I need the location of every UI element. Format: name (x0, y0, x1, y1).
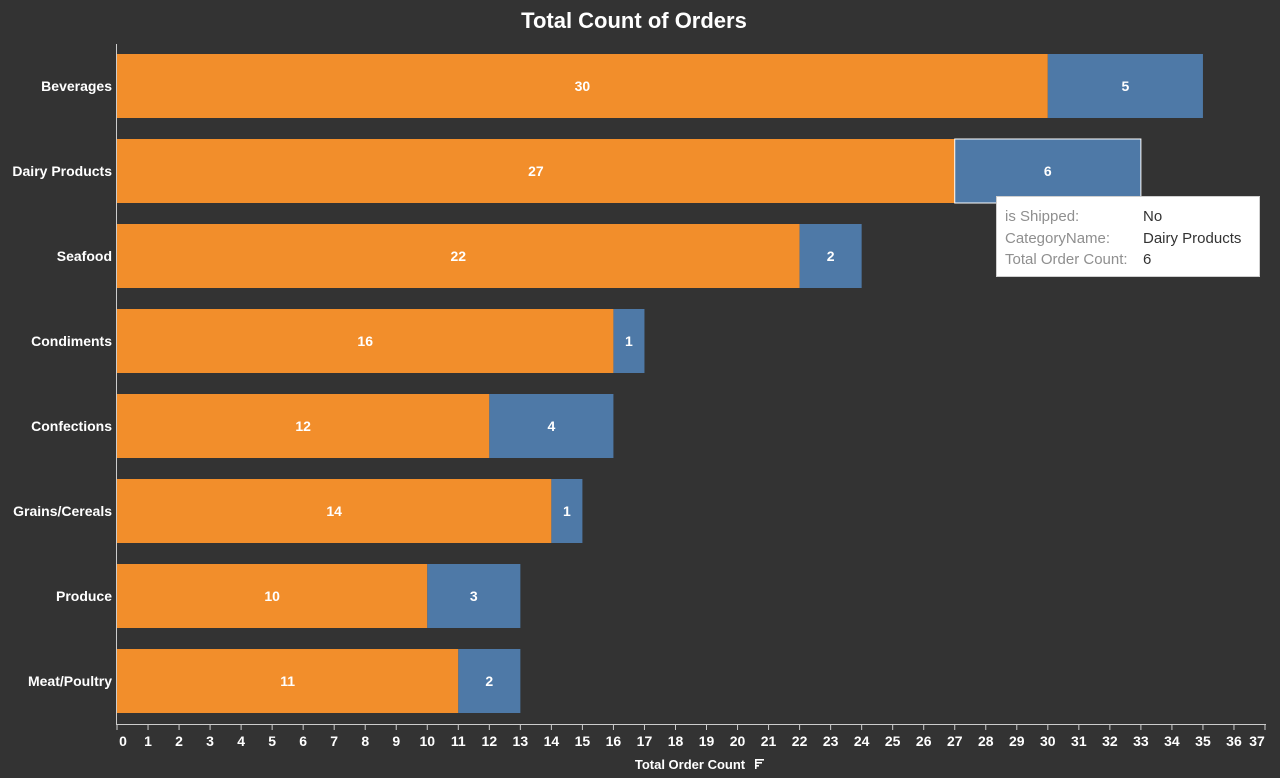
x-tick-label: 16 (606, 733, 622, 749)
bar-value-label: 11 (280, 673, 295, 689)
x-tick-label: 2 (175, 733, 183, 749)
category-label: Beverages (41, 78, 112, 94)
x-tick-label: 35 (1195, 733, 1211, 749)
bar-value-label: 1 (563, 503, 571, 519)
bar-segment[interactable] (117, 224, 800, 288)
bar-value-label: 27 (528, 163, 544, 179)
tooltip-key: is Shipped: (1005, 208, 1080, 225)
x-tick-label: 22 (792, 733, 808, 749)
tooltip-row: is Shipped: No (1005, 206, 1259, 228)
tooltip: is Shipped: No CategoryName: Dairy Produ… (996, 196, 1260, 277)
tooltip-row: Total Order Count: 6 (1005, 249, 1259, 271)
x-tick-label: 24 (854, 733, 870, 749)
tooltip-key: CategoryName: (1005, 229, 1111, 247)
x-tick-label: 23 (823, 733, 839, 749)
x-tick-label: 27 (947, 733, 963, 749)
x-tick-label: 32 (1102, 733, 1118, 749)
x-tick-label: 20 (730, 733, 746, 749)
category-label: Seafood (57, 248, 112, 264)
x-tick-label: 34 (1164, 733, 1180, 749)
axis-lines (116, 44, 1266, 725)
bar-segment[interactable] (1047, 54, 1203, 118)
x-tick-label: 0 (119, 733, 127, 749)
bar-segment[interactable] (117, 649, 459, 713)
bar-value-label: 2 (485, 673, 493, 689)
x-tick-label: 29 (1009, 733, 1025, 749)
bar-value-label: 1 (625, 333, 633, 349)
x-tick-label: 5 (268, 733, 276, 749)
bar-segment[interactable] (117, 479, 552, 543)
x-tick-label: 19 (699, 733, 715, 749)
category-label: Meat/Poultry (28, 673, 112, 689)
x-tick-label: 7 (330, 733, 338, 749)
x-tick-label: 25 (885, 733, 901, 749)
category-label: Grains/Cereals (13, 503, 112, 519)
tooltip-value: No (1143, 208, 1163, 225)
category-label: Dairy Products (12, 163, 112, 179)
x-tick-label: 28 (978, 733, 994, 749)
tooltip-value: Dairy Products (1143, 229, 1242, 247)
x-tick-label: 26 (916, 733, 932, 749)
x-tick-label: 18 (668, 733, 684, 749)
tooltip-row: CategoryName: Dairy Products (1005, 228, 1259, 250)
sort-descending-icon[interactable] (755, 759, 764, 769)
x-axis-title: Total Order Count (635, 757, 746, 772)
x-tick-label: 8 (361, 733, 369, 749)
bar-value-label: 3 (470, 588, 478, 604)
x-tick-label: 37 (1249, 733, 1265, 749)
bar-labels: 30 527 622 216 112 414 110 311 2 (264, 78, 1129, 689)
bar-value-label: 2 (827, 248, 835, 264)
x-tick-label: 1 (144, 733, 152, 749)
bar-value-label: 12 (295, 418, 311, 434)
x-tick-label: 30 (1040, 733, 1056, 749)
bar-value-label: 30 (575, 78, 591, 94)
x-tick-label: 3 (206, 733, 214, 749)
bar-segment[interactable] (458, 649, 521, 713)
bar-value-label: 22 (451, 248, 467, 264)
bar-segment[interactable] (489, 394, 614, 458)
x-tick-label: 6 (299, 733, 307, 749)
bar-value-label: 6 (1044, 163, 1052, 179)
bar-segment[interactable] (427, 564, 521, 628)
bars (117, 54, 1203, 713)
x-ticks: 0 1 2 3 4 5 6 7 8 9 10 11 12 13 14 15 16 17 18 19 20 21 22 23 24… (116, 724, 1266, 749)
x-tick-label: 14 (544, 733, 560, 749)
bar-value-label: 16 (357, 333, 373, 349)
tooltip-value: 6 (1143, 251, 1152, 268)
x-tick-label: 12 (482, 733, 498, 749)
x-tick-label: 15 (575, 733, 591, 749)
x-tick-label: 13 (513, 733, 529, 749)
bar-segment[interactable] (613, 309, 645, 373)
bar-value-label: 4 (547, 418, 555, 434)
bar-segment[interactable] (954, 138, 1142, 204)
x-tick-label: 33 (1133, 733, 1149, 749)
bar-segment[interactable] (117, 564, 428, 628)
bar-segment[interactable] (117, 309, 614, 373)
x-tick-label: 9 (392, 733, 400, 749)
category-label: Condiments (31, 333, 112, 349)
category-label: Confections (31, 418, 112, 434)
bar-segment[interactable] (551, 479, 583, 543)
category-labels: Beverages Dairy Products Seafood Condiments… (12, 78, 112, 689)
x-tick-label: 31 (1071, 733, 1087, 749)
bar-segment[interactable] (117, 139, 955, 203)
bar-segment[interactable] (117, 394, 490, 458)
x-tick-label: 36 (1226, 733, 1242, 749)
chart-title: Total Count of Orders (521, 8, 747, 33)
bar-segment[interactable] (117, 54, 1048, 118)
x-tick-label: 17 (637, 733, 653, 749)
x-tick-label: 21 (761, 733, 777, 749)
x-tick-label: 11 (451, 733, 466, 749)
x-tick-label: 10 (419, 733, 435, 749)
tooltip-key: Total Order Count: (1005, 251, 1128, 268)
bar-value-label: 14 (326, 503, 342, 519)
bar-value-label: 5 (1121, 78, 1129, 94)
bar-segment[interactable] (799, 224, 862, 288)
x-tick-label: 4 (237, 733, 245, 749)
bar-value-label: 10 (264, 588, 280, 604)
category-label: Produce (56, 588, 112, 604)
